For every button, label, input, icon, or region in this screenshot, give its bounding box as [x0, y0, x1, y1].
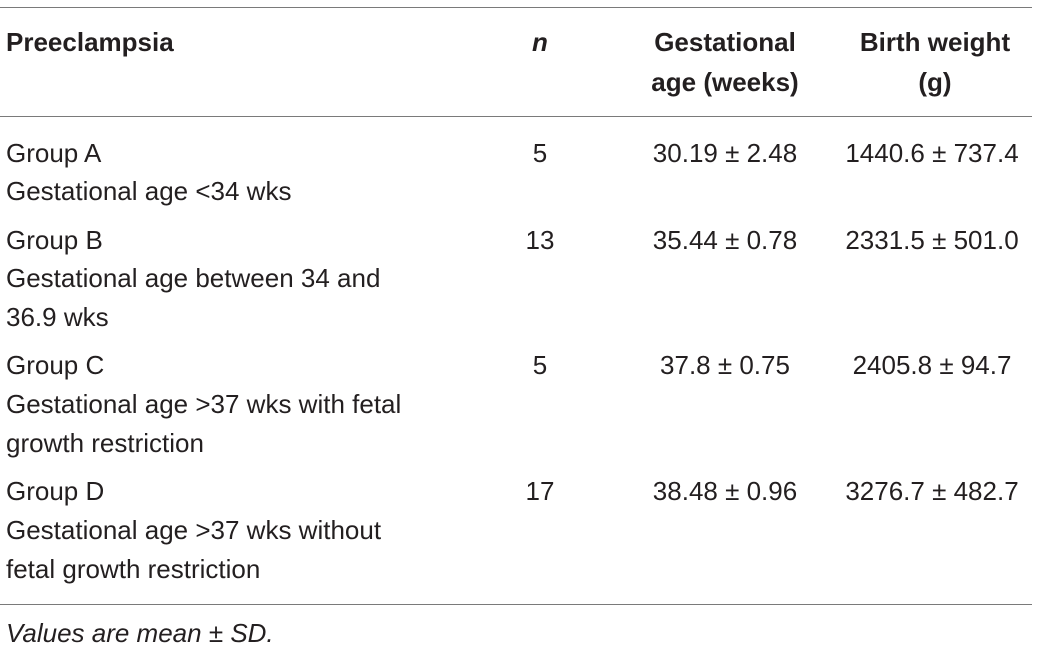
- row-gestational-age-value: 37.8 ± 0.75: [660, 350, 790, 380]
- row-group-label: Group D: [6, 476, 105, 506]
- row-group-label: Group C: [6, 350, 105, 380]
- row-birth-weight-value: 3276.7 ± 482.7: [845, 476, 1019, 506]
- row-n-value: 13: [525, 225, 555, 255]
- header-preeclampsia: Preeclampsia: [6, 27, 174, 57]
- row-n-value: 5: [532, 138, 548, 168]
- header-gestational-age-line2: age (weeks): [651, 67, 799, 97]
- header-birth-weight: Birth weight (g): [835, 22, 1035, 102]
- row-group-label: Group A: [6, 138, 102, 168]
- row-description-line: Gestational age >37 wks without: [6, 515, 382, 545]
- row-description-line: growth restriction: [6, 428, 204, 458]
- row-group-label: Group B: [6, 225, 103, 255]
- header-n: n: [532, 27, 548, 57]
- row-gestational-age-value: 35.44 ± 0.78: [652, 225, 798, 255]
- row-description-line: Gestational age >37 wks with fetal: [6, 389, 402, 419]
- row-birth-weight-value: 2405.8 ± 94.7: [852, 350, 1012, 380]
- top-rule: [0, 7, 1032, 8]
- row-gestational-age-value: 38.48 ± 0.96: [652, 476, 798, 506]
- header-rule: [0, 116, 1032, 117]
- header-birth-weight-line2: (g): [918, 67, 952, 97]
- row-description-line: Gestational age <34 wks: [6, 176, 292, 206]
- header-gestational-age-line1: Gestational: [654, 27, 796, 57]
- header-birth-weight-line1: Birth weight: [859, 27, 1011, 57]
- row-n-value: 5: [532, 350, 548, 380]
- row-description-line: 36.9 wks: [6, 302, 109, 332]
- row-gestational-age-value: 30.19 ± 2.48: [652, 138, 798, 168]
- table-footnote: Values are mean ± SD.: [6, 618, 274, 648]
- row-n-value: 17: [525, 476, 555, 506]
- row-birth-weight-value: 2331.5 ± 501.0: [845, 225, 1019, 255]
- bottom-rule: [0, 604, 1032, 605]
- header-gestational-age: Gestational age (weeks): [630, 22, 820, 102]
- row-birth-weight-value: 1440.6 ± 737.4: [845, 138, 1019, 168]
- row-description-line: fetal growth restriction: [6, 554, 261, 584]
- row-description-line: Gestational age between 34 and: [6, 263, 381, 293]
